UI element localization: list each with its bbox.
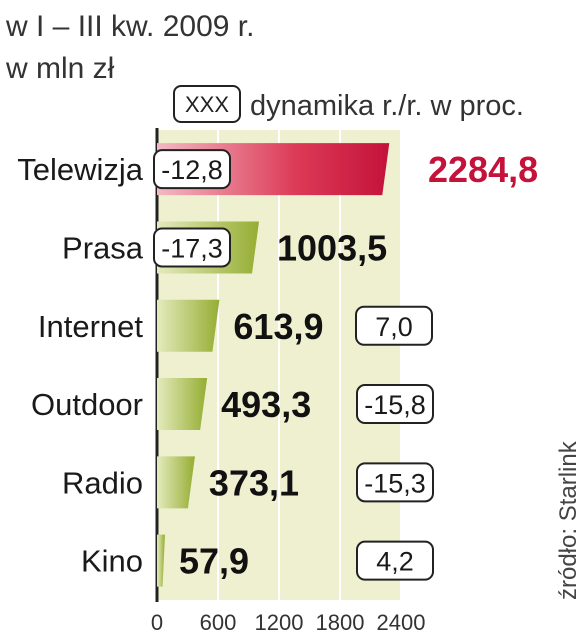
change-label: -15,3 <box>364 468 426 498</box>
change-label: -15,8 <box>364 390 426 420</box>
change-label: 7,0 <box>375 312 413 342</box>
change-box <box>355 305 433 346</box>
change-box <box>153 227 231 268</box>
category-label: Outdoor <box>31 387 143 422</box>
source-note: źródło: Starlink <box>555 440 582 600</box>
value-label: 493,3 <box>221 384 311 425</box>
x-tick-label: 1800 <box>316 610 365 635</box>
x-tick-label: 0 <box>151 610 163 635</box>
bar-kino <box>157 534 165 587</box>
change-label: -12,8 <box>161 155 223 185</box>
bar-radio <box>157 456 195 509</box>
bar-outdoor <box>157 378 208 431</box>
legend: XXX dynamika r./r. w proc. <box>173 85 524 123</box>
legend-box <box>173 85 241 123</box>
category-label: Radio <box>62 465 143 500</box>
value-label: 2284,8 <box>428 149 538 190</box>
x-tick-label: 2400 <box>377 610 426 635</box>
value-label: 1003,5 <box>277 227 387 268</box>
value-label: 613,9 <box>233 306 323 347</box>
change-box <box>153 149 231 190</box>
value-label: 57,9 <box>179 541 249 582</box>
subtitle-line-2: w mln zł <box>5 52 115 85</box>
category-label: Telewizja <box>17 152 144 187</box>
x-axis-ticks: 0 600 1200 1800 2400 <box>151 610 426 635</box>
bar-internet <box>157 299 220 352</box>
value-label: 373,1 <box>209 462 299 503</box>
x-tick-label: 1200 <box>255 610 304 635</box>
plot-panel <box>155 128 402 602</box>
category-label: Prasa <box>62 230 144 265</box>
change-box <box>356 384 434 425</box>
labels: Telewizja 2284,8 -12,8 Prasa 1003,5 -17,3 Inte… <box>17 149 538 582</box>
change-label: -17,3 <box>161 233 223 263</box>
category-label: Kino <box>81 544 143 579</box>
legend-box-label: XXX <box>185 92 229 117</box>
change-label: 4,2 <box>376 547 414 577</box>
x-tick-label: 600 <box>200 610 237 635</box>
gridlines <box>217 130 402 600</box>
subtitle-line-1: w I – III kw. 2009 r. <box>5 10 254 43</box>
change-box <box>356 462 434 503</box>
legend-text: dynamika r./r. w proc. <box>250 90 524 122</box>
change-box <box>356 540 434 581</box>
category-label: Internet <box>38 309 144 344</box>
